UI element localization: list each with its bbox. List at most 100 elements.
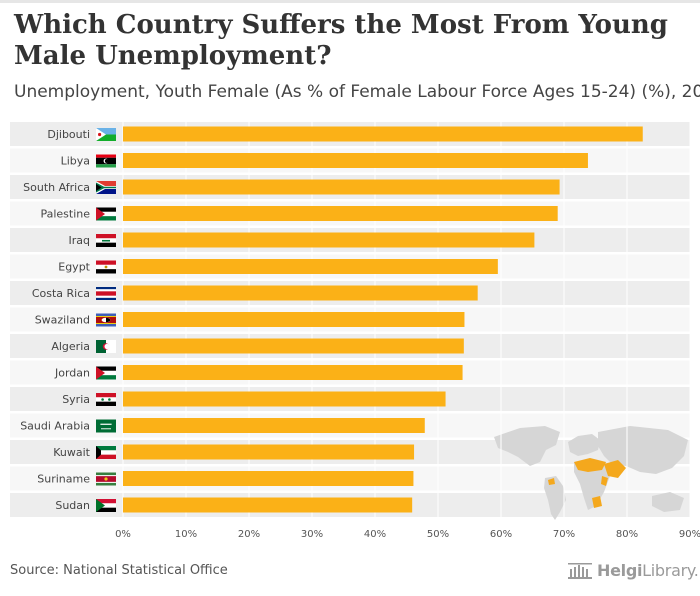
map-highlight-central-america: [548, 478, 555, 485]
flag-part: [104, 343, 110, 350]
bar-libya: [123, 153, 588, 168]
x-tick-label: 20%: [238, 529, 260, 540]
flag-part: [96, 154, 116, 158]
flag-palestine-icon: [96, 207, 116, 221]
x-tick-label: 10%: [175, 529, 197, 540]
flag-syria-icon: [96, 393, 116, 406]
flag-part: [96, 446, 101, 459]
x-tick-label: 90%: [679, 529, 700, 540]
category-label: South Africa: [23, 181, 90, 194]
bar-egypt: [123, 259, 498, 274]
category-label: Jordan: [54, 367, 90, 380]
flag-part: [96, 446, 116, 451]
brand-name: HelgiLibrary.: [597, 561, 699, 580]
flag-egypt-icon: [96, 260, 116, 274]
bar-chart: 0% 10% 20% 30% 40% 50% 60% 70% 80% 90% Djibouti Lib…: [10, 122, 700, 540]
flag-part: [96, 393, 116, 398]
flag-part: [100, 423, 112, 425]
flag-djibouti-icon: [96, 128, 116, 141]
bar-djibouti: [123, 126, 643, 142]
flag-part: [96, 397, 116, 402]
category-label: Djibouti: [47, 128, 90, 141]
flag-part: [98, 132, 102, 137]
bar-palestine: [123, 206, 558, 221]
flag-part: [102, 239, 110, 242]
category-label: Syria: [62, 393, 90, 406]
map-north-america: [494, 426, 560, 466]
x-tick-label: 70%: [553, 529, 575, 540]
flag-part: [96, 507, 116, 512]
category-label: Algeria: [51, 340, 90, 353]
flag-part: [96, 181, 116, 188]
flag-swaziland-icon: [96, 313, 116, 327]
flag-part: [104, 265, 108, 269]
flag-part: [96, 340, 106, 353]
flag-part: [96, 242, 116, 247]
flag-part: [96, 291, 116, 296]
flag-part: [96, 134, 116, 141]
category-label: Suriname: [37, 473, 90, 486]
bar-suriname: [123, 471, 414, 486]
map-south-america: [544, 476, 566, 520]
bar-saudi-arabia: [123, 418, 425, 433]
category-label: Iraq: [69, 234, 91, 247]
bar-kuwait: [123, 444, 415, 460]
flag-part: [96, 419, 116, 433]
library-building-icon: [568, 562, 592, 579]
flag-jordan-icon: [96, 366, 116, 380]
brand-logo: HelgiLibrary.: [567, 561, 699, 580]
flag-libya-icon: [96, 154, 116, 168]
flag-part: [96, 207, 116, 212]
flag-part: [96, 370, 116, 376]
flag-part: [106, 317, 111, 323]
flag-part: [96, 260, 116, 265]
flag-part: [96, 211, 116, 217]
map-highlight-horn-africa: [601, 476, 608, 486]
category-label: Egypt: [58, 261, 90, 274]
bar-syria: [123, 391, 446, 407]
bar-costa-rica: [123, 285, 478, 301]
bar-swaziland: [123, 312, 465, 327]
map-australia: [652, 492, 684, 512]
flag-part: [101, 398, 104, 401]
category-label: Kuwait: [53, 446, 90, 459]
flag-part: [96, 216, 116, 221]
category-label: Costa Rica: [32, 287, 90, 300]
flag-part: [96, 503, 116, 508]
x-tick-label: 80%: [616, 529, 638, 540]
chart-subtitle: Unemployment, Youth Female (As % of Fema…: [14, 82, 700, 102]
flag-sudan-icon: [96, 499, 116, 512]
flag-algeria-icon: [96, 340, 116, 353]
bar-algeria: [123, 338, 464, 354]
flag-part: [96, 366, 105, 380]
bar-iraq: [123, 232, 535, 248]
flag-saudi-arabia-icon: [96, 419, 116, 433]
world-map: [494, 426, 688, 520]
x-tick-label: 0%: [115, 529, 131, 540]
flag-part: [96, 269, 116, 274]
bar-jordan: [123, 365, 463, 380]
brand-name-bold: Helgi: [597, 561, 643, 580]
category-label: Palestine: [40, 208, 90, 221]
top-rule: [0, 0, 700, 3]
flag-part: [108, 398, 111, 401]
flag-part: [96, 401, 116, 406]
flag-part: [96, 366, 116, 371]
flag-part: [96, 164, 116, 168]
flag-part: [96, 499, 116, 504]
bar-sudan: [123, 497, 413, 513]
map-highlight-southern-africa: [592, 496, 602, 508]
x-tick-label: 50%: [427, 529, 449, 540]
x-tick-label: 40%: [364, 529, 386, 540]
brand-name-light: Library.: [642, 561, 699, 580]
source-note: Source: National Statistical Office: [10, 563, 228, 578]
map-highlight-middle-east: [604, 460, 626, 478]
flag-part: [96, 184, 102, 191]
chart-title: Which Country Suffers the Most From Youn…: [14, 10, 668, 71]
category-label: Sudan: [55, 499, 90, 512]
flag-suriname-icon: [96, 472, 116, 486]
flag-part: [96, 207, 105, 221]
flag-iraq-icon: [96, 234, 116, 247]
category-label: Saudi Arabia: [20, 420, 90, 433]
map-highlight-north-africa: [574, 458, 606, 472]
